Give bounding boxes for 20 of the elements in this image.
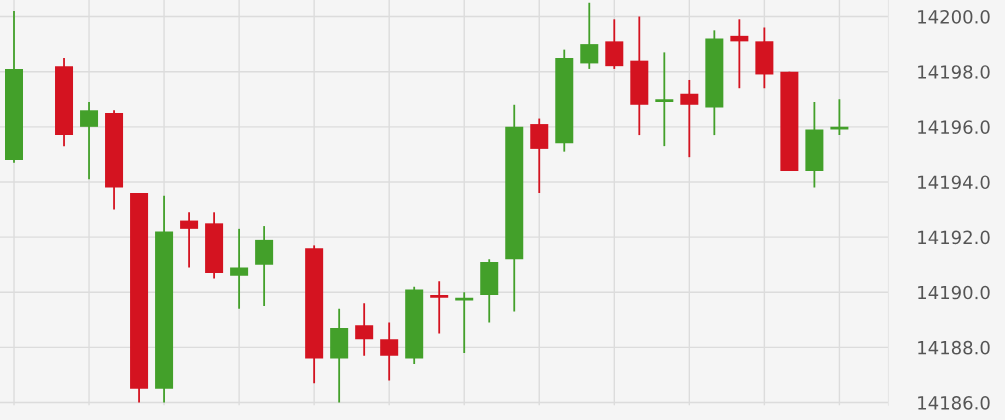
y-tick-label: 14198.0	[918, 65, 990, 79]
candlestick	[680, 79, 699, 159]
candlestick	[230, 227, 249, 310]
candlestick	[455, 291, 474, 354]
candlestick	[655, 51, 674, 148]
y-tick-label: 14192.0	[918, 230, 990, 245]
y-tick-label: 14196.0	[918, 120, 990, 134]
candlestick	[830, 98, 849, 137]
y-tick-label: 14190.0	[918, 285, 990, 300]
y-tick-label: 14194.0	[918, 175, 990, 190]
candlestick	[430, 280, 449, 335]
candlestick	[355, 302, 374, 357]
candlestick	[80, 101, 99, 181]
candlestick	[580, 1, 599, 70]
y-tick-label: 14186.0	[918, 396, 990, 410]
candlestick	[380, 321, 399, 382]
candlestick	[730, 18, 749, 90]
y-tick-label: 14200.0	[918, 10, 990, 24]
y-tick-label: 14188.0	[918, 340, 990, 355]
candlestick	[180, 211, 199, 269]
